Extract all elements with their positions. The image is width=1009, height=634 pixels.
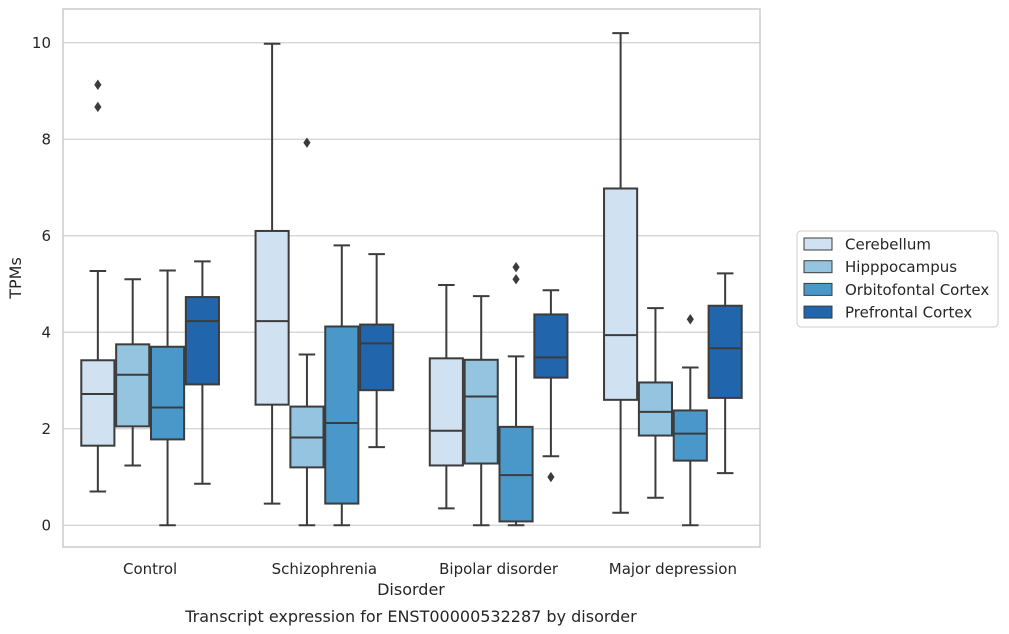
legend-swatch [803,305,833,319]
box-plot [289,137,325,527]
legend-label: Hipppocampus [845,258,957,276]
x-tick-label: Schizophrenia [272,560,377,578]
box-series [80,32,743,527]
box-plot [672,314,708,527]
y-tick-label: 6 [41,227,51,245]
outlier-point [94,101,102,113]
box-plot [184,260,220,485]
box-plot [428,283,464,510]
box-plot [637,307,674,499]
box-iqr [254,229,290,406]
box-iqr [603,187,639,401]
x-tick-label: Control [123,560,177,578]
x-tick-label: Major depression [609,560,737,578]
outlier-point [686,314,694,325]
box-iqr [707,304,743,399]
box-plot [115,278,151,467]
legend-swatch [803,282,833,296]
y-axis-title: TPMs [6,257,25,300]
box-plot [324,244,360,527]
box-iqr [463,358,499,465]
y-tick-label: 2 [41,420,51,438]
box-plot [359,253,395,449]
box-plot [707,272,743,475]
x-axis-title: Disorder [377,580,445,599]
y-tick-label: 8 [41,130,51,148]
legend-label: Orbitofontal Cortex [845,281,989,299]
outlier-point [303,137,311,148]
chart-caption: Transcript expression for ENST0000053228… [184,607,637,626]
box-iqr [637,381,674,437]
x-tick-label: Bipolar disorder [439,560,559,578]
box-plot [463,295,499,527]
box-plot [254,42,290,505]
box-iqr [533,313,569,379]
outlier-point [547,471,555,483]
outlier-point [512,261,520,273]
box-plot [603,32,639,514]
legend-swatch [803,237,833,251]
legend: Cerebellum Hipppocampus Orbitofontal Corte… [796,230,999,328]
box-iqr [672,409,708,462]
box-iqr [428,357,464,467]
box-plot [149,269,186,527]
legend-label: Prefrontal Cortex [845,304,972,322]
legend-label: Cerebellum [845,236,931,254]
outlier-point [94,79,102,90]
y-axis-ticks: 0 2 4 6 8 10 [32,34,51,535]
outlier-point [512,274,520,285]
box-iqr [115,343,151,428]
y-tick-label: 10 [32,34,51,52]
box-iqr [359,323,395,392]
legend-swatch [803,260,833,274]
box-iqr [80,359,116,447]
plot-frame [62,8,761,548]
y-tick-label: 0 [41,516,51,534]
box-iqr [149,345,186,441]
box-plot [498,261,534,527]
x-axis-ticks: Control Schizophrenia Bipolar disorder Majo… [123,560,737,578]
box-plot [533,289,569,483]
box-plot [80,79,116,493]
box-iqr [324,325,360,505]
box-iqr [184,296,220,386]
legend-frame [796,230,999,328]
y-tick-label: 4 [41,323,51,341]
